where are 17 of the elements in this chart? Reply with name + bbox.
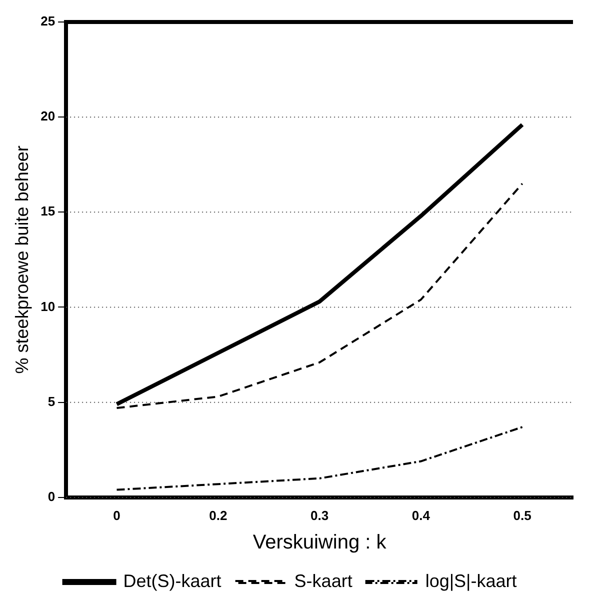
- x-tick-label: 0.5: [513, 508, 532, 523]
- x-tick-label: 0.2: [209, 508, 228, 523]
- line-series: [116, 426, 524, 491]
- x-tick-label: 0.3: [310, 508, 329, 523]
- legend-label: Det(S)-kaart: [123, 570, 222, 591]
- y-axis-title: % steekproewe buite beheer: [12, 146, 32, 374]
- x-tick-label: 0.4: [412, 508, 431, 523]
- y-tick-label: 20: [40, 108, 56, 124]
- y-tick-label: 15: [40, 204, 56, 219]
- y-tick-label: 10: [40, 298, 56, 314]
- legend-label: S-kaart: [294, 570, 352, 591]
- x-tick-label: 0: [113, 508, 120, 523]
- legend-label: log|S|-kaart: [425, 570, 517, 591]
- y-tick-label: 25: [40, 14, 56, 29]
- y-tick-label: 5: [48, 394, 56, 409]
- x-axis-title: Verskuiwing : k: [252, 532, 388, 554]
- y-tick-label: 0: [48, 488, 56, 504]
